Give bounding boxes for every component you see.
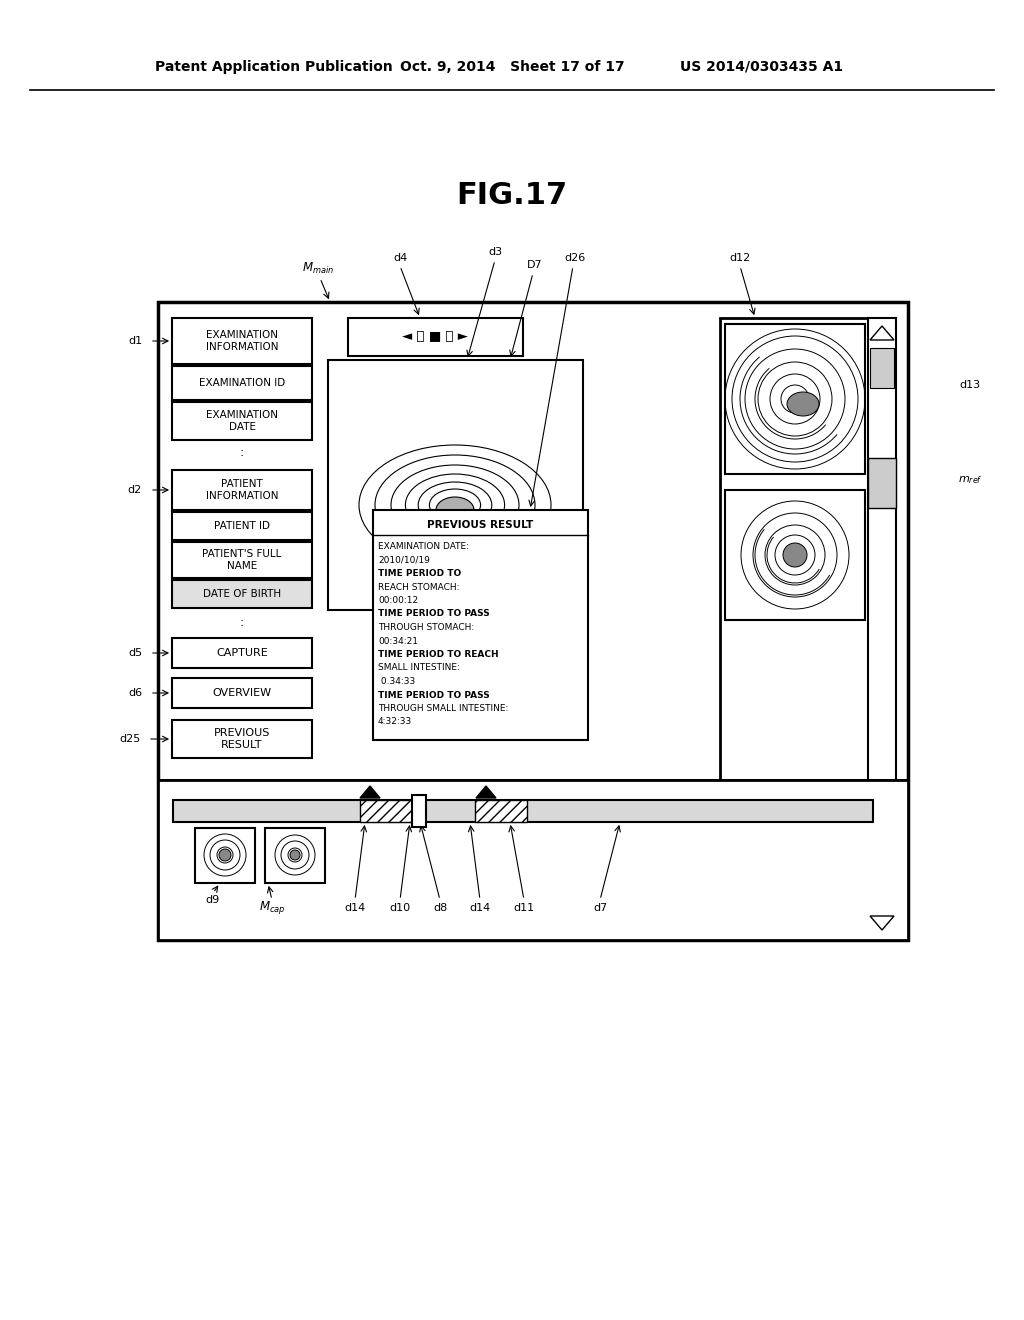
Text: d10: d10 xyxy=(389,903,411,913)
Bar xyxy=(172,470,312,510)
Text: PREVIOUS
RESULT: PREVIOUS RESULT xyxy=(214,729,270,750)
Text: d8: d8 xyxy=(433,903,447,913)
Text: d26: d26 xyxy=(564,253,586,263)
Text: $m_{ref}$: $m_{ref}$ xyxy=(957,474,982,486)
Text: d2: d2 xyxy=(128,484,142,495)
Bar xyxy=(328,360,583,610)
Ellipse shape xyxy=(436,498,474,523)
Bar xyxy=(265,828,325,883)
Text: 00:34:21: 00:34:21 xyxy=(378,636,418,645)
Ellipse shape xyxy=(787,392,819,416)
Text: EXAMINATION DATE:: EXAMINATION DATE: xyxy=(378,543,469,550)
Text: OVERVIEW: OVERVIEW xyxy=(212,688,271,698)
Text: PREVIOUS RESULT: PREVIOUS RESULT xyxy=(427,520,534,531)
Text: d3: d3 xyxy=(488,247,502,257)
Text: $M_{main}$: $M_{main}$ xyxy=(302,260,334,276)
Text: D7: D7 xyxy=(527,260,543,271)
Text: d9: d9 xyxy=(206,895,220,906)
Text: d14: d14 xyxy=(344,903,366,913)
Bar xyxy=(475,800,527,822)
Text: TIME PERIOD TO: TIME PERIOD TO xyxy=(378,569,461,578)
Polygon shape xyxy=(360,785,380,799)
Bar xyxy=(172,512,312,540)
Text: d5: d5 xyxy=(128,648,142,657)
Bar xyxy=(725,490,865,620)
Text: :: : xyxy=(240,615,244,628)
Bar xyxy=(360,800,412,822)
Text: d4: d4 xyxy=(393,253,408,263)
Text: SMALL INTESTINE:: SMALL INTESTINE: xyxy=(378,664,460,672)
Text: PATIENT ID: PATIENT ID xyxy=(214,521,270,531)
Text: 2010/10/19: 2010/10/19 xyxy=(378,556,430,565)
Text: 4:32:33: 4:32:33 xyxy=(378,718,413,726)
Text: :: : xyxy=(240,446,244,459)
Bar xyxy=(725,323,865,474)
Text: d1: d1 xyxy=(128,337,142,346)
Polygon shape xyxy=(476,785,496,799)
Circle shape xyxy=(219,849,231,861)
Text: TIME PERIOD TO PASS: TIME PERIOD TO PASS xyxy=(378,610,489,619)
Text: TIME PERIOD TO PASS: TIME PERIOD TO PASS xyxy=(378,690,489,700)
Bar xyxy=(172,719,312,758)
Text: EXAMINATION ID: EXAMINATION ID xyxy=(199,378,285,388)
Text: PATIENT'S FULL
NAME: PATIENT'S FULL NAME xyxy=(203,549,282,570)
Bar xyxy=(870,348,894,388)
Bar xyxy=(172,318,312,364)
Text: EXAMINATION
DATE: EXAMINATION DATE xyxy=(206,411,278,432)
Text: EXAMINATION
INFORMATION: EXAMINATION INFORMATION xyxy=(206,330,279,352)
Text: d11: d11 xyxy=(513,903,535,913)
Text: d14: d14 xyxy=(469,903,490,913)
Bar xyxy=(158,780,908,940)
Bar xyxy=(868,318,896,939)
Bar xyxy=(373,510,588,741)
Bar xyxy=(172,678,312,708)
Bar xyxy=(720,318,868,939)
Text: TIME PERIOD TO REACH: TIME PERIOD TO REACH xyxy=(378,649,499,659)
Text: $M_{cap}$: $M_{cap}$ xyxy=(259,899,286,916)
Circle shape xyxy=(290,850,300,861)
Circle shape xyxy=(783,543,807,568)
Text: DATE OF BIRTH: DATE OF BIRTH xyxy=(203,589,281,599)
Text: FIG.17: FIG.17 xyxy=(457,181,567,210)
Text: CAPTURE: CAPTURE xyxy=(216,648,268,657)
Text: REACH STOMACH:: REACH STOMACH: xyxy=(378,582,460,591)
Text: d12: d12 xyxy=(729,253,751,263)
Text: d7: d7 xyxy=(593,903,607,913)
Text: US 2014/0303435 A1: US 2014/0303435 A1 xyxy=(680,59,843,74)
Bar xyxy=(412,795,426,828)
Text: THROUGH SMALL INTESTINE:: THROUGH SMALL INTESTINE: xyxy=(378,704,508,713)
Bar xyxy=(868,458,896,508)
Text: d13: d13 xyxy=(959,380,981,389)
Polygon shape xyxy=(870,916,894,931)
Bar xyxy=(348,318,523,356)
Bar xyxy=(172,579,312,609)
Text: THROUGH STOMACH:: THROUGH STOMACH: xyxy=(378,623,474,632)
Text: 00:00:12: 00:00:12 xyxy=(378,597,418,605)
Bar xyxy=(158,302,908,940)
Text: Oct. 9, 2014   Sheet 17 of 17: Oct. 9, 2014 Sheet 17 of 17 xyxy=(400,59,625,74)
Text: Patent Application Publication: Patent Application Publication xyxy=(155,59,393,74)
Text: d6: d6 xyxy=(128,688,142,698)
Text: d25: d25 xyxy=(120,734,140,744)
Bar xyxy=(172,366,312,400)
Polygon shape xyxy=(870,326,894,341)
Bar xyxy=(172,638,312,668)
Bar xyxy=(173,800,873,822)
Bar xyxy=(195,828,255,883)
Text: PATIENT
INFORMATION: PATIENT INFORMATION xyxy=(206,479,279,500)
Text: ◄ ⏮ ■ ⏭ ►: ◄ ⏮ ■ ⏭ ► xyxy=(402,330,468,343)
Text: 0.34:33: 0.34:33 xyxy=(378,677,416,686)
Bar xyxy=(172,543,312,578)
Bar xyxy=(172,403,312,440)
